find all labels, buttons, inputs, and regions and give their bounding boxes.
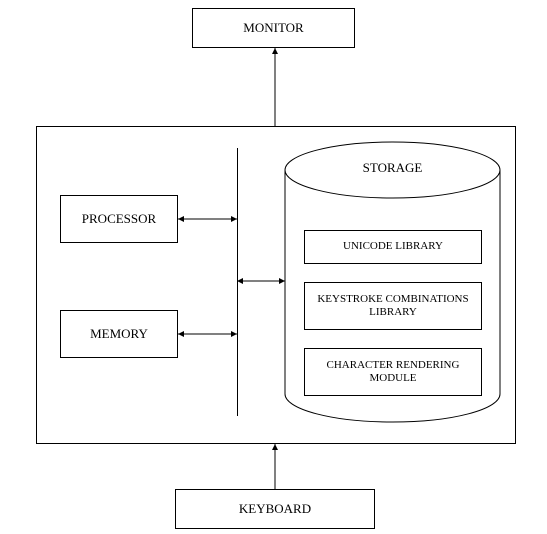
rendering-module-label: CHARACTER RENDERING MODULE [309, 359, 477, 385]
keystroke-library-node: KEYSTROKE COMBINATIONS LIBRARY [304, 282, 482, 330]
monitor-node: MONITOR [192, 8, 355, 48]
rendering-module-node: CHARACTER RENDERING MODULE [304, 348, 482, 396]
unicode-library-label: UNICODE LIBRARY [343, 240, 443, 253]
keyboard-label: KEYBOARD [239, 501, 311, 517]
unicode-library-node: UNICODE LIBRARY [304, 230, 482, 264]
monitor-label: MONITOR [243, 20, 303, 36]
memory-label: MEMORY [90, 326, 148, 342]
storage-label-text: STORAGE [363, 160, 423, 175]
divider-line [237, 148, 238, 416]
memory-node: MEMORY [60, 310, 178, 358]
keystroke-library-label: KEYSTROKE COMBINATIONS LIBRARY [309, 293, 477, 319]
processor-label: PROCESSOR [82, 211, 156, 227]
processor-node: PROCESSOR [60, 195, 178, 243]
keyboard-node: KEYBOARD [175, 489, 375, 529]
storage-label: STORAGE [285, 160, 500, 176]
